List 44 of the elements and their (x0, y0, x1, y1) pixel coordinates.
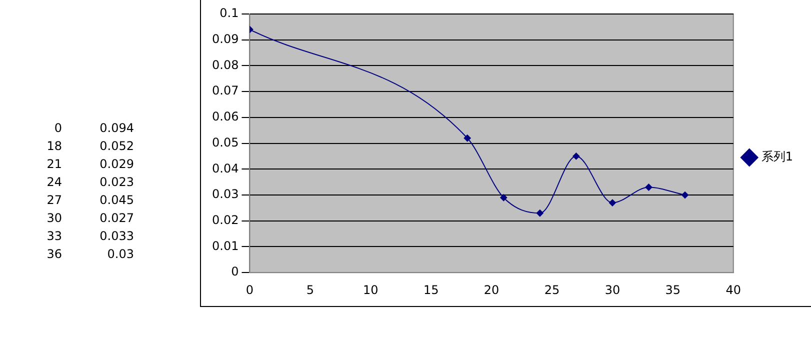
text: 33 (46, 228, 62, 245)
x-tick-label: 20 (484, 282, 500, 297)
point (608, 199, 616, 206)
text: 30 (46, 210, 62, 227)
text: 27 (46, 192, 62, 209)
x-tick-label: 15 (423, 282, 439, 297)
text: 0.045 (98, 192, 134, 209)
y-tick-label: 0.03 (212, 187, 239, 202)
text: 18 (46, 138, 62, 155)
x-tick-label: 30 (604, 282, 620, 297)
text: 0 (53, 120, 62, 137)
x-tick-label: 5 (306, 282, 314, 297)
x-tick-label: 0 (246, 282, 254, 297)
point (500, 194, 508, 202)
point (464, 134, 471, 142)
text: 36 (46, 246, 62, 263)
y-tick-label: 0.05 (212, 135, 239, 150)
x-tick-label: 40 (726, 282, 742, 297)
y-tick-label: 0.02 (212, 213, 239, 228)
point (572, 152, 580, 160)
text: 0.023 (98, 174, 134, 191)
y-tick-label: 0 (231, 264, 239, 279)
point (645, 184, 652, 191)
text: 0.033 (98, 228, 134, 245)
y-tick-label: 0.04 (212, 161, 239, 176)
y-tick-label: 0.01 (212, 238, 239, 253)
point (682, 192, 688, 199)
y-tick-label: 0.06 (212, 110, 239, 124)
text: 0.03 (106, 246, 134, 263)
point (536, 210, 544, 217)
text: 0.027 (98, 210, 134, 227)
text: 0.029 (98, 156, 134, 173)
legend-label: 系列1 (761, 150, 794, 164)
x-tick-label: 25 (544, 282, 560, 297)
y-tick-label: 0.07 (212, 84, 239, 98)
x-tick-label: 10 (362, 282, 378, 297)
text: 0.052 (98, 138, 134, 155)
y-tick-label: 0.09 (212, 32, 239, 46)
text: 0.094 (98, 120, 134, 137)
text: 24 (46, 174, 62, 191)
x-tick-label: 35 (665, 282, 681, 297)
text: 21 (46, 156, 62, 173)
y-tick-label: 0.08 (212, 58, 239, 72)
y-tick-label: 0.1 (220, 6, 239, 20)
